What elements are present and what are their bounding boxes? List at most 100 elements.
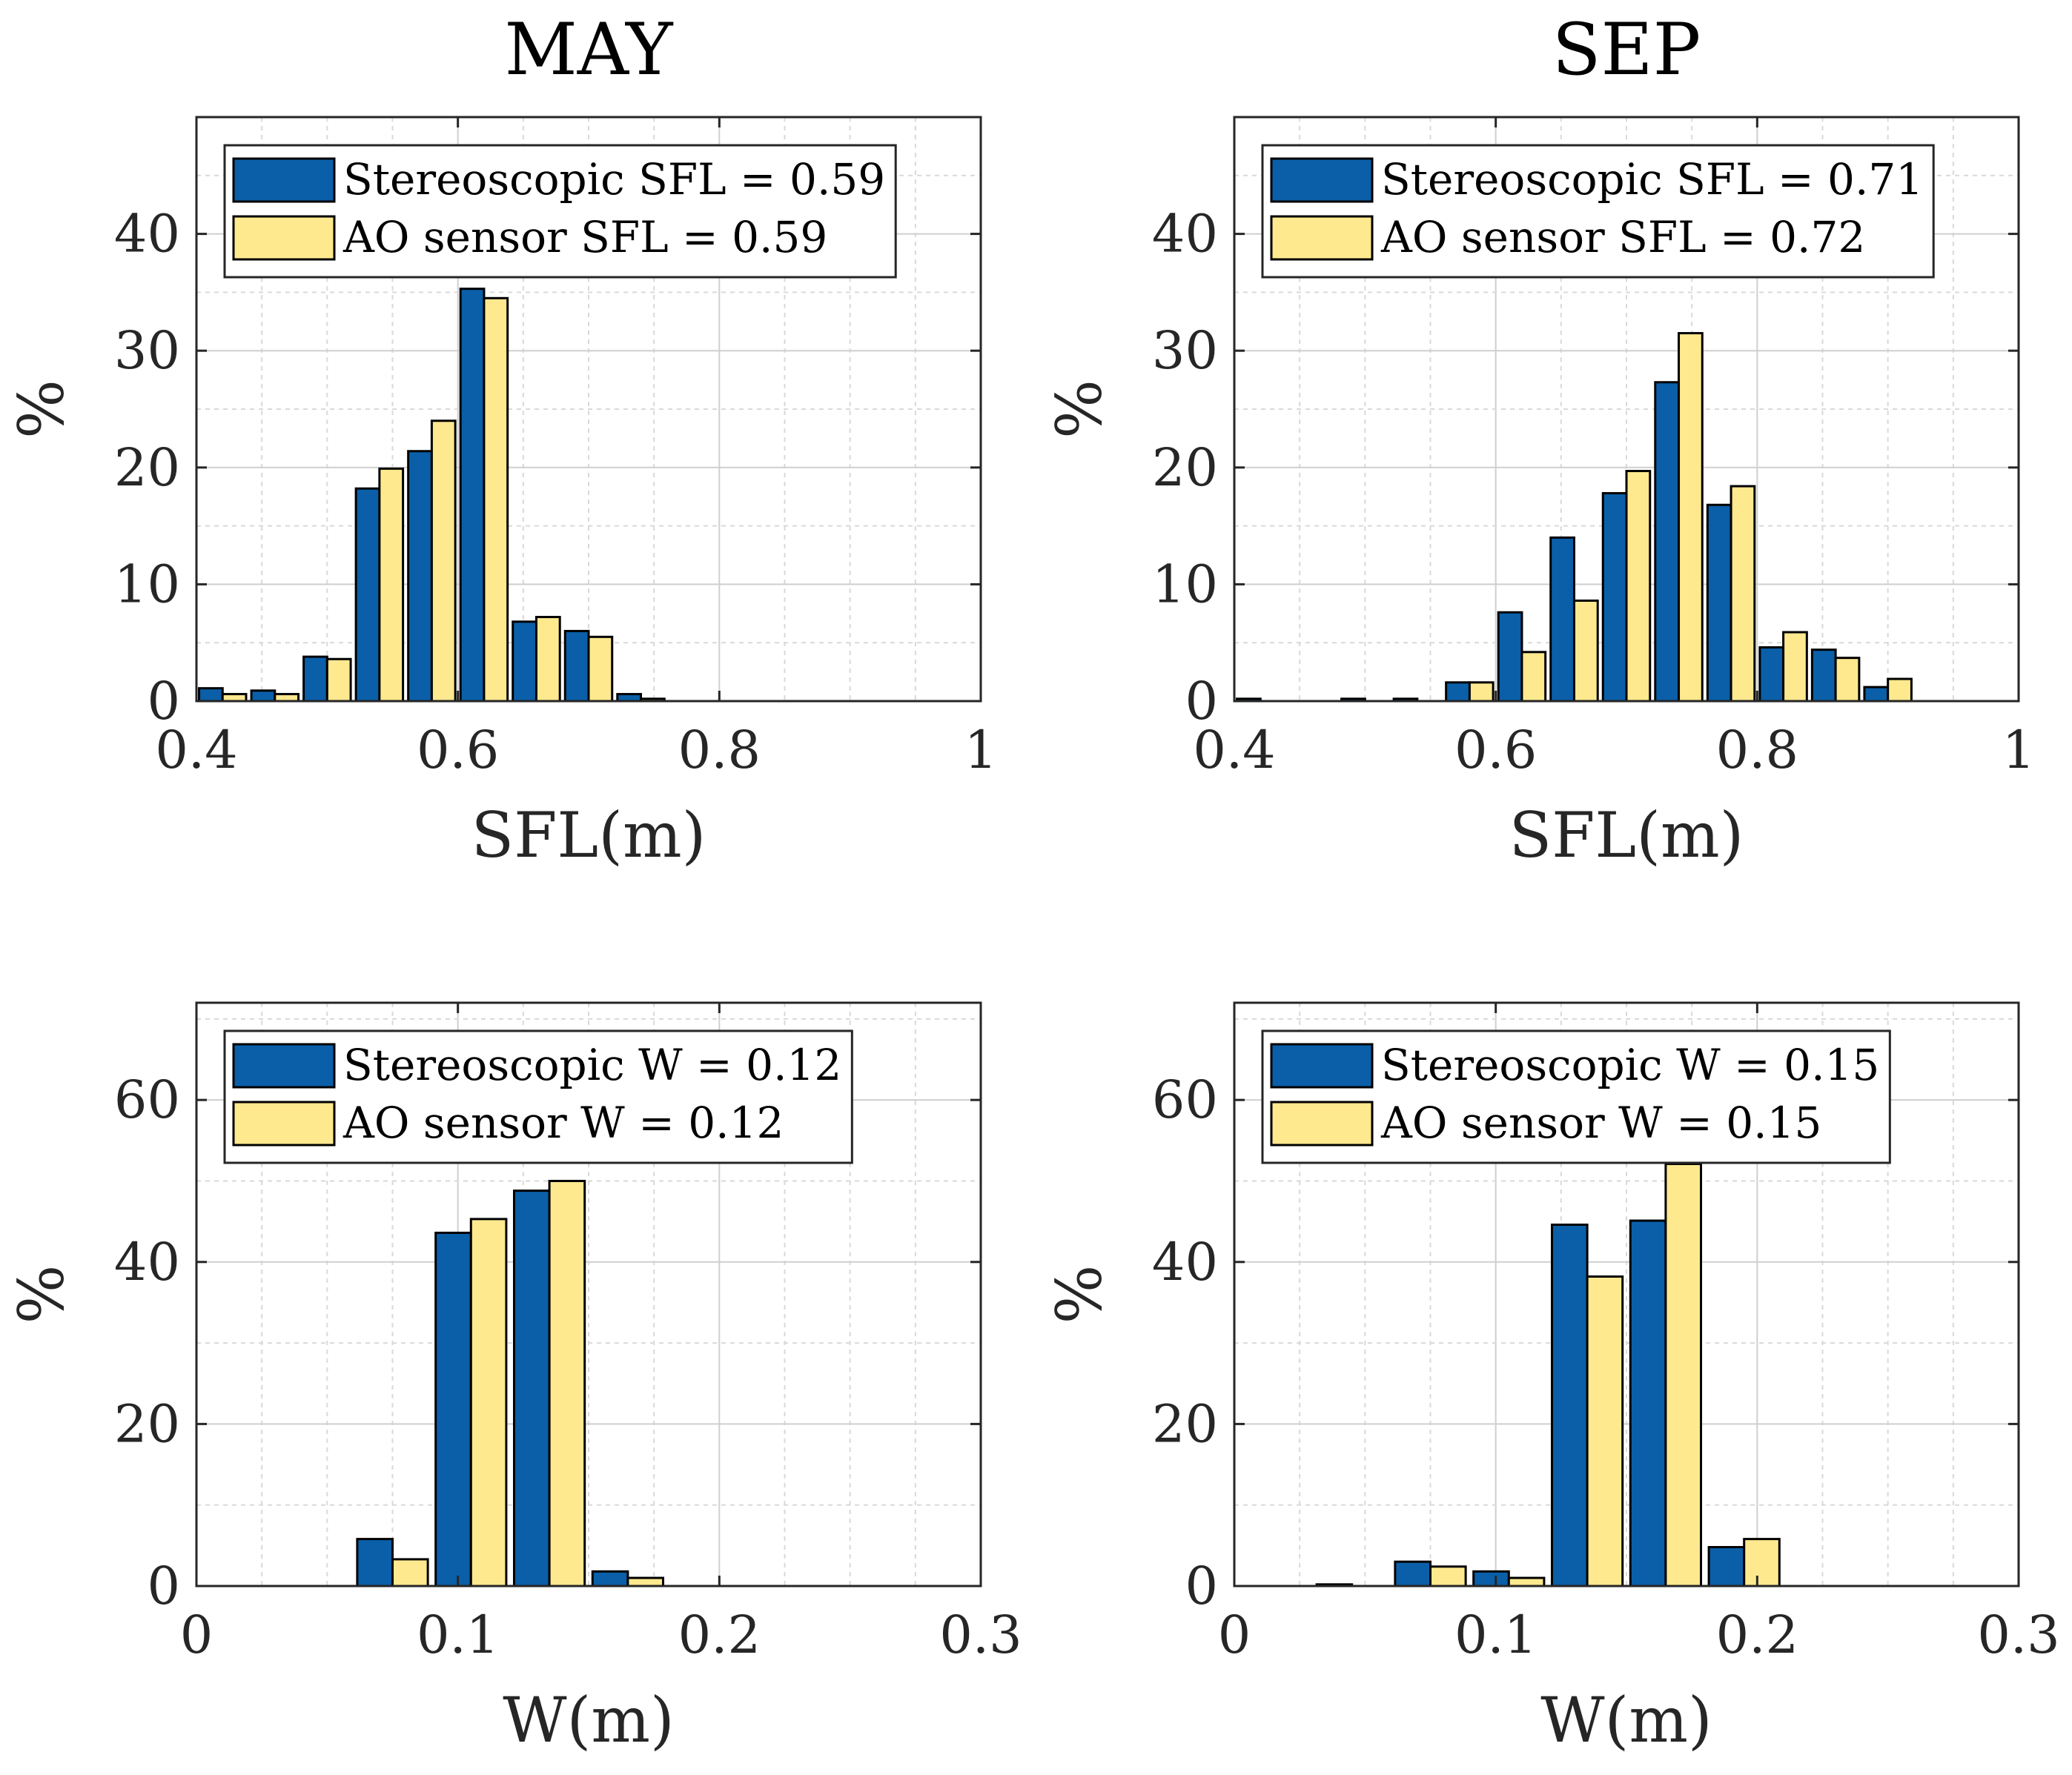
legend: Stereoscopic W = 0.15 AO sensor W = 0.15: [1261, 1029, 1891, 1164]
ao-sensor-bar: [325, 657, 352, 703]
stereoscopic-bar: [1549, 536, 1575, 703]
ao-sensor-bar: [548, 1179, 586, 1587]
stereoscopic-bar: [1707, 1546, 1746, 1587]
x-tick-label: 0.1: [1454, 1605, 1537, 1665]
stereoscopic-legend-swatch: [232, 1043, 336, 1089]
x-tick-label: 0.8: [678, 720, 761, 780]
ao-sensor-bar: [1887, 677, 1913, 703]
stereoscopic-bar: [250, 689, 277, 703]
ao-sensor-bar: [1743, 1538, 1781, 1587]
axes-frame: [1233, 1001, 2020, 1587]
y-tick-label: 40: [1152, 204, 1218, 265]
y-tick-label: 40: [114, 1232, 180, 1293]
legend-entry: Stereoscopic W = 0.15: [1381, 1040, 1879, 1090]
stereoscopic-bar: [1550, 1223, 1589, 1587]
y-tick-label: 30: [114, 320, 180, 381]
ao-sensor-legend-swatch: [232, 215, 336, 261]
y-axis-label: %: [1043, 379, 1116, 439]
ao-sensor-bar: [378, 467, 405, 703]
x-tick-label: 0.4: [1193, 720, 1275, 780]
y-tick-label: 10: [1152, 554, 1218, 614]
stereoscopic-bar: [1758, 646, 1785, 703]
stereoscopic-bar: [1863, 686, 1890, 703]
ao-sensor-bar: [483, 296, 509, 703]
ao-sensor-bar: [534, 616, 561, 703]
x-tick-label: 0.2: [678, 1605, 761, 1665]
y-tick-label: 20: [1152, 1393, 1218, 1454]
stereoscopic-legend-swatch: [1270, 1043, 1374, 1089]
y-tick-label: 0: [1185, 1556, 1218, 1616]
x-tick-label: 0.3: [1977, 1605, 2059, 1665]
ao-sensor-bar: [626, 1576, 665, 1587]
x-tick-label: 0.6: [417, 720, 499, 780]
ao-sensor-bar: [1429, 1565, 1467, 1587]
stereoscopic-bar: [1445, 681, 1471, 703]
ao-sensor-bar: [469, 1218, 508, 1587]
ao-sensor-bar: [1625, 470, 1652, 703]
y-tick-label: 60: [1152, 1069, 1218, 1130]
legend-box: [223, 144, 897, 279]
x-tick-label: 0.3: [939, 1605, 1022, 1665]
stereoscopic-bar: [1810, 648, 1837, 703]
legend-entry: Stereoscopic W = 0.12: [343, 1040, 841, 1090]
stereoscopic-bar: [512, 620, 537, 703]
stereoscopic-legend-swatch: [232, 157, 336, 203]
chart-panel-2: 0.4 0.6 0.8 1010203040SFL(m)%SEPStereoscopi…: [1043, 8, 2035, 872]
legend-box: [1261, 144, 1935, 279]
y-axis-label: %: [5, 379, 78, 439]
x-axis-label: W(m): [503, 1684, 675, 1756]
panel-title: SEP: [1552, 8, 1701, 91]
stereoscopic-bar: [1706, 503, 1732, 703]
ao-sensor-bar: [1572, 599, 1599, 703]
y-tick-label: 40: [1152, 1232, 1218, 1293]
ao-sensor-bar: [1678, 332, 1704, 703]
legend-entry: Stereoscopic SFL = 0.71: [1381, 154, 1923, 205]
legend-entry: AO sensor W = 0.12: [342, 1098, 784, 1148]
ao-sensor-bar: [1507, 1576, 1546, 1587]
bars: [198, 288, 666, 703]
stereoscopic-bar: [356, 1538, 394, 1587]
stereoscopic-bar: [1601, 491, 1628, 703]
stereoscopic-bar: [563, 629, 590, 703]
y-tick-label: 20: [114, 437, 180, 498]
x-axis-label: SFL(m): [471, 799, 706, 872]
x-tick-label: 1: [2002, 720, 2036, 780]
stereoscopic-bar: [407, 450, 433, 703]
legend-entry: Stereoscopic SFL = 0.59: [343, 154, 885, 205]
bars: [1236, 332, 1913, 703]
x-tick-label: 0.4: [155, 720, 237, 780]
x-axis-label: SFL(m): [1509, 799, 1744, 872]
ao-sensor-bar: [1834, 657, 1861, 703]
legend: Stereoscopic SFL = 0.71 AO sensor SFL = 0…: [1261, 144, 1935, 279]
stereoscopic-bar: [1472, 1570, 1510, 1587]
stereoscopic-bar: [434, 1231, 472, 1587]
ao-sensor-legend-swatch: [1270, 1101, 1374, 1147]
stereoscopic-bar: [512, 1190, 551, 1587]
stereoscopic-legend-swatch: [1270, 157, 1374, 203]
ao-sensor-legend-swatch: [1270, 215, 1374, 261]
bars: [1315, 1163, 1781, 1587]
x-tick-label: 0.1: [417, 1605, 499, 1665]
ao-sensor-bar: [430, 419, 457, 703]
stereoscopic-bar: [1497, 611, 1523, 703]
ao-sensor-bar: [1730, 485, 1756, 703]
legend-entry: AO sensor W = 0.15: [1380, 1098, 1821, 1148]
legend-entry: AO sensor SFL = 0.72: [1380, 212, 1865, 262]
axes-frame: [1233, 116, 2020, 703]
ao-sensor-bar: [1586, 1275, 1624, 1587]
stereoscopic-bar: [1394, 1560, 1432, 1587]
y-axis-label: %: [1043, 1265, 1116, 1324]
y-tick-label: 40: [114, 204, 180, 265]
stereoscopic-bar: [354, 487, 381, 703]
y-tick-label: 0: [1185, 671, 1218, 731]
ao-sensor-bar: [1782, 631, 1808, 703]
x-tick-label: 1: [964, 720, 998, 780]
y-tick-label: 30: [1152, 320, 1218, 381]
y-tick-label: 60: [114, 1069, 180, 1130]
ao-sensor-legend-swatch: [232, 1101, 336, 1147]
ao-sensor-bar: [1468, 681, 1495, 703]
stereoscopic-bar: [1654, 381, 1681, 703]
ao-sensor-bar: [1664, 1163, 1703, 1587]
y-tick-label: 0: [147, 671, 180, 731]
